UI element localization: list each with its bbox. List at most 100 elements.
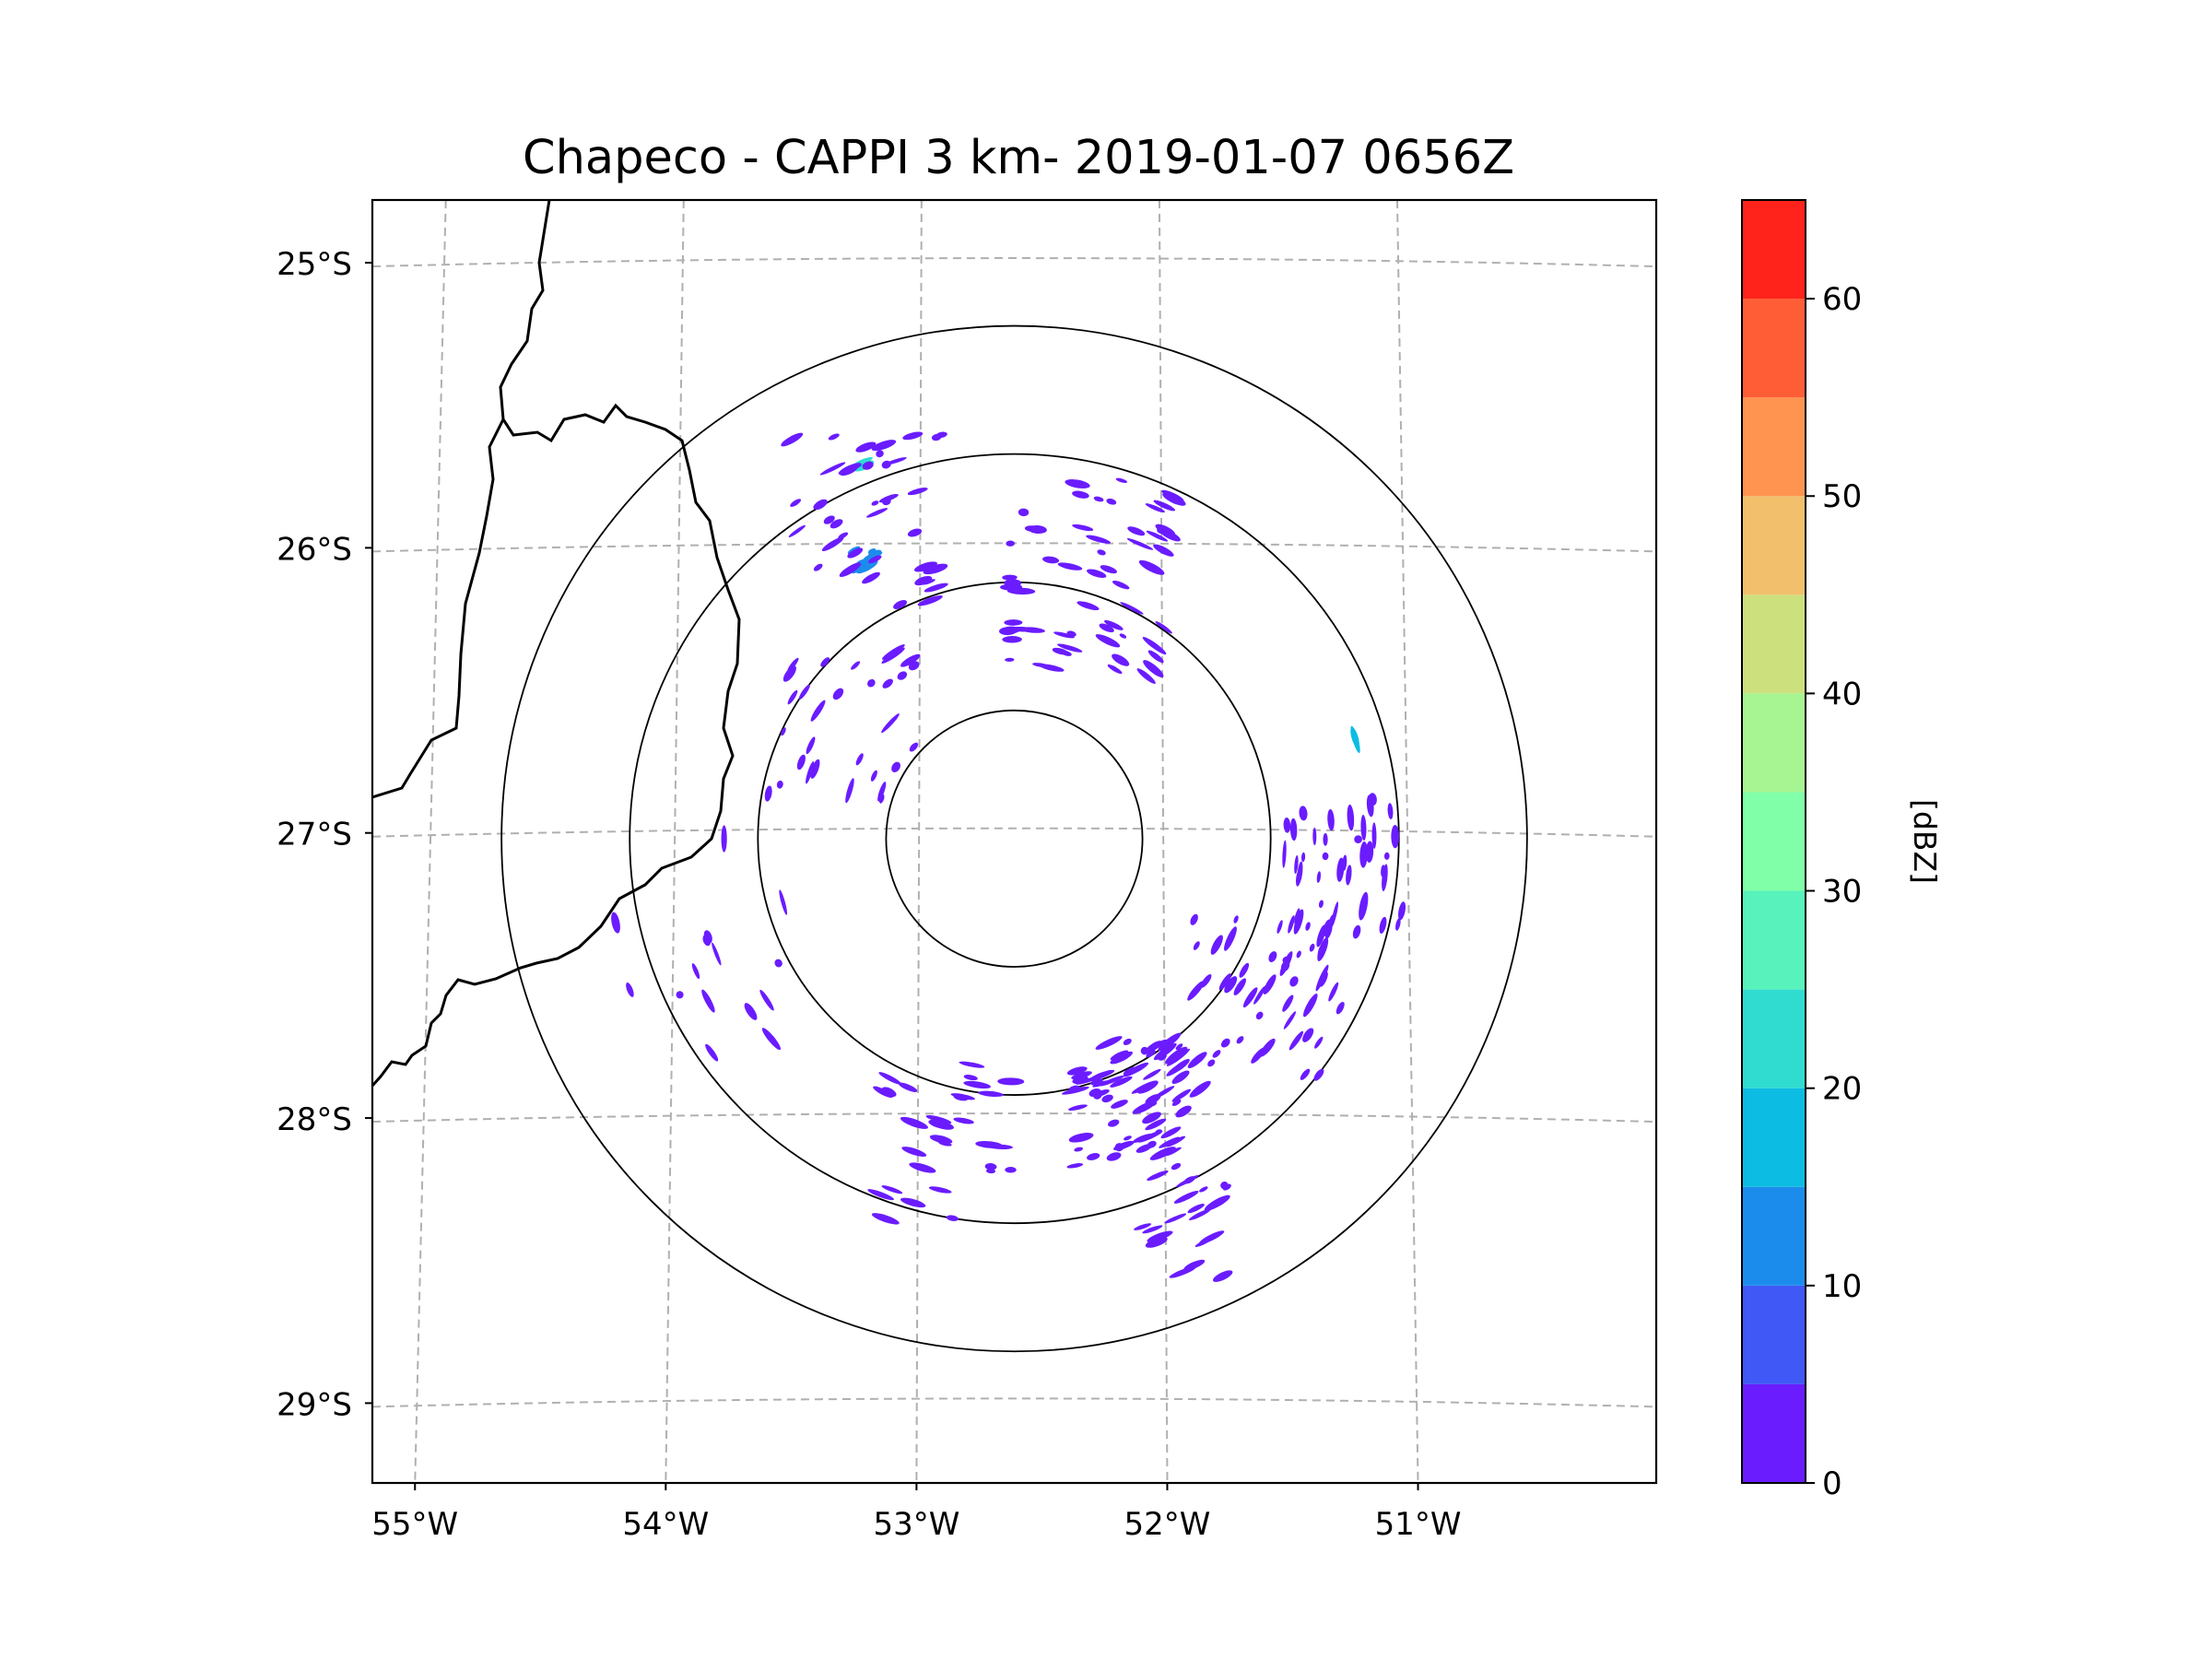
echo-speck	[1233, 978, 1246, 996]
echo-speck	[1165, 1046, 1188, 1065]
echo-speck	[1359, 841, 1368, 868]
echo-speck	[838, 463, 862, 476]
echo-speck	[1236, 1036, 1244, 1044]
colorbar-band	[1742, 989, 1806, 1088]
lat-tick-label: 28°S	[276, 1101, 352, 1138]
echo-speck	[1095, 1036, 1123, 1050]
echo-speck	[1289, 976, 1299, 987]
echo-speck	[923, 563, 948, 575]
echo-speck	[806, 736, 816, 755]
border-argentina-brazil	[372, 403, 741, 1088]
echo-speck	[1365, 841, 1374, 864]
echo-speck	[1145, 1041, 1162, 1053]
echo-speck	[1099, 623, 1114, 633]
echo-speck	[1101, 1094, 1113, 1103]
lon-tick-label: 55°W	[371, 1506, 458, 1543]
echo-speck	[1103, 619, 1124, 630]
echo-speck	[1090, 1078, 1103, 1086]
echo-speck	[1088, 1088, 1101, 1098]
echo-speck	[1093, 496, 1104, 502]
echo-speck	[1360, 815, 1367, 841]
echo-speck	[1204, 1194, 1230, 1211]
echo-speck	[946, 1215, 959, 1221]
colorbar-tick-label: 30	[1822, 874, 1862, 911]
echo-speck	[1171, 1088, 1192, 1102]
echo-speck	[1166, 1048, 1190, 1066]
lat-tick-label: 27°S	[276, 817, 352, 853]
colorbar-band	[1742, 792, 1806, 891]
echo-speck	[1347, 804, 1355, 831]
echo-speck	[1006, 587, 1036, 595]
echo-speck	[1312, 827, 1317, 846]
colorbar-frame	[1741, 199, 1806, 1484]
echo-speck	[1207, 1059, 1216, 1067]
echo-speck	[855, 753, 864, 766]
echo-speck	[1057, 643, 1083, 653]
echo-speck	[914, 575, 933, 586]
echo-speck	[676, 991, 684, 999]
echo-speck	[1277, 920, 1283, 934]
echo-speck	[1303, 993, 1318, 1018]
echo-speck	[1369, 793, 1377, 806]
echo-speck	[712, 942, 722, 966]
echo-speck	[1283, 817, 1291, 833]
echo-speck	[832, 688, 844, 700]
echo-speck	[900, 1197, 926, 1208]
echo-speck	[913, 561, 937, 572]
echo-speck	[1123, 1066, 1138, 1077]
echo-speck	[1268, 951, 1277, 962]
range-ring	[885, 709, 1144, 968]
colorbar-tick-label: 20	[1822, 1071, 1862, 1108]
echo-speck	[1371, 822, 1377, 850]
echo-speck	[611, 912, 620, 934]
echo-speck	[1242, 987, 1258, 1008]
echo-speck	[821, 536, 844, 552]
echo-speck	[1350, 725, 1360, 754]
echo-speck	[1108, 1119, 1120, 1127]
echo-speck	[828, 433, 840, 441]
echo-speck	[881, 1087, 897, 1098]
echo-speck	[764, 785, 772, 802]
echo-speck	[1212, 1270, 1233, 1282]
echo-speck	[907, 487, 928, 496]
echo-speck	[1145, 1236, 1168, 1248]
colorbar-tick-label: 60	[1822, 281, 1862, 318]
echo-speck	[1004, 619, 1023, 626]
echo-speck	[950, 1093, 975, 1100]
echo-speck	[893, 600, 908, 609]
echo-speck	[1028, 524, 1047, 535]
echo-speck	[1074, 1147, 1084, 1152]
echo-speck	[1288, 1030, 1304, 1051]
echo-speck	[877, 782, 887, 802]
echo-speck	[1293, 909, 1304, 935]
echo-speck	[1263, 974, 1277, 994]
echo-speck	[1110, 1076, 1133, 1088]
echo-speck	[1300, 852, 1306, 863]
echo-speck	[1300, 1068, 1311, 1080]
echo-speck	[1099, 1075, 1124, 1087]
echo-speck	[1200, 974, 1212, 988]
echo-speck	[870, 770, 877, 782]
echo-speck	[902, 431, 924, 441]
echo-speck	[871, 440, 897, 452]
echo-speck	[1001, 626, 1020, 634]
echo-speck	[1042, 556, 1060, 564]
echo-speck	[1159, 528, 1181, 542]
echo-speck	[901, 1147, 927, 1157]
echo-speck	[774, 959, 782, 968]
echo-speck	[867, 547, 877, 555]
lon-tick-label: 54°W	[622, 1506, 709, 1543]
reflectivity-echoes	[611, 431, 1406, 1282]
echo-speck	[1354, 835, 1362, 844]
echo-speck	[1071, 1071, 1092, 1080]
map-background	[372, 200, 1656, 1483]
echo-speck	[1335, 1002, 1345, 1015]
echo-speck	[1067, 1104, 1088, 1112]
echo-speck	[878, 1072, 901, 1085]
colorbar-band	[1742, 693, 1806, 793]
echo-speck	[1187, 1052, 1207, 1068]
echo-speck	[975, 1141, 1003, 1148]
echo-speck	[1159, 1136, 1180, 1148]
echo-speck	[1282, 840, 1287, 868]
echo-speck	[984, 1163, 997, 1171]
